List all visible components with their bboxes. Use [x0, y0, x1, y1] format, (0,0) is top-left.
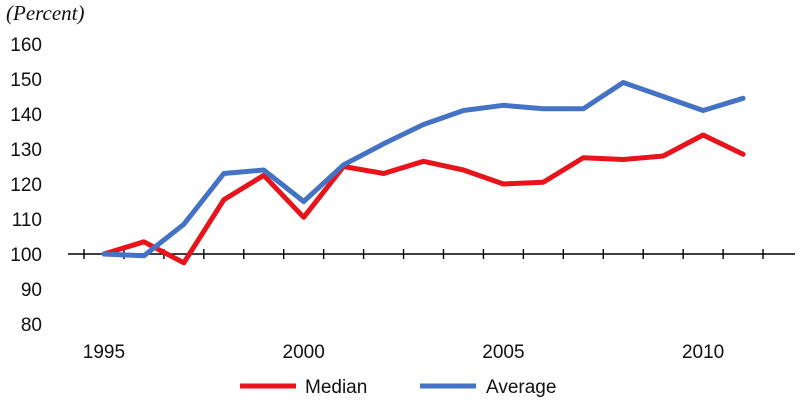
y-tick-label: 150 [10, 70, 42, 91]
x-axis-ticks: 1995 2000 2005 2010 [83, 342, 724, 363]
legend-label-average: Average [486, 377, 556, 398]
x-tick-label: 2005 [482, 342, 524, 363]
y-unit-label: (Percent) [6, 1, 85, 25]
y-tick-label: 130 [10, 140, 42, 161]
legend: Median Average [240, 377, 556, 398]
y-tick-label: 140 [10, 105, 42, 126]
series-line-median [101, 132, 746, 266]
y-tick-label: 120 [10, 175, 42, 196]
x-tick-label: 2010 [682, 342, 724, 363]
y-tick-label: 160 [10, 35, 42, 56]
series-lines [101, 80, 746, 266]
x-tick-label: 2000 [283, 342, 325, 363]
y-tick-label: 110 [12, 210, 42, 231]
x-tick-label: 1995 [83, 342, 125, 363]
y-tick-label: 80 [21, 315, 42, 336]
y-axis-ticks: 80 90 100 110 120 130 140 150 160 [10, 35, 42, 336]
legend-label-median: Median [305, 377, 367, 398]
y-tick-label: 100 [10, 245, 42, 266]
y-tick-label: 90 [21, 280, 42, 301]
series-line-average [101, 80, 746, 259]
